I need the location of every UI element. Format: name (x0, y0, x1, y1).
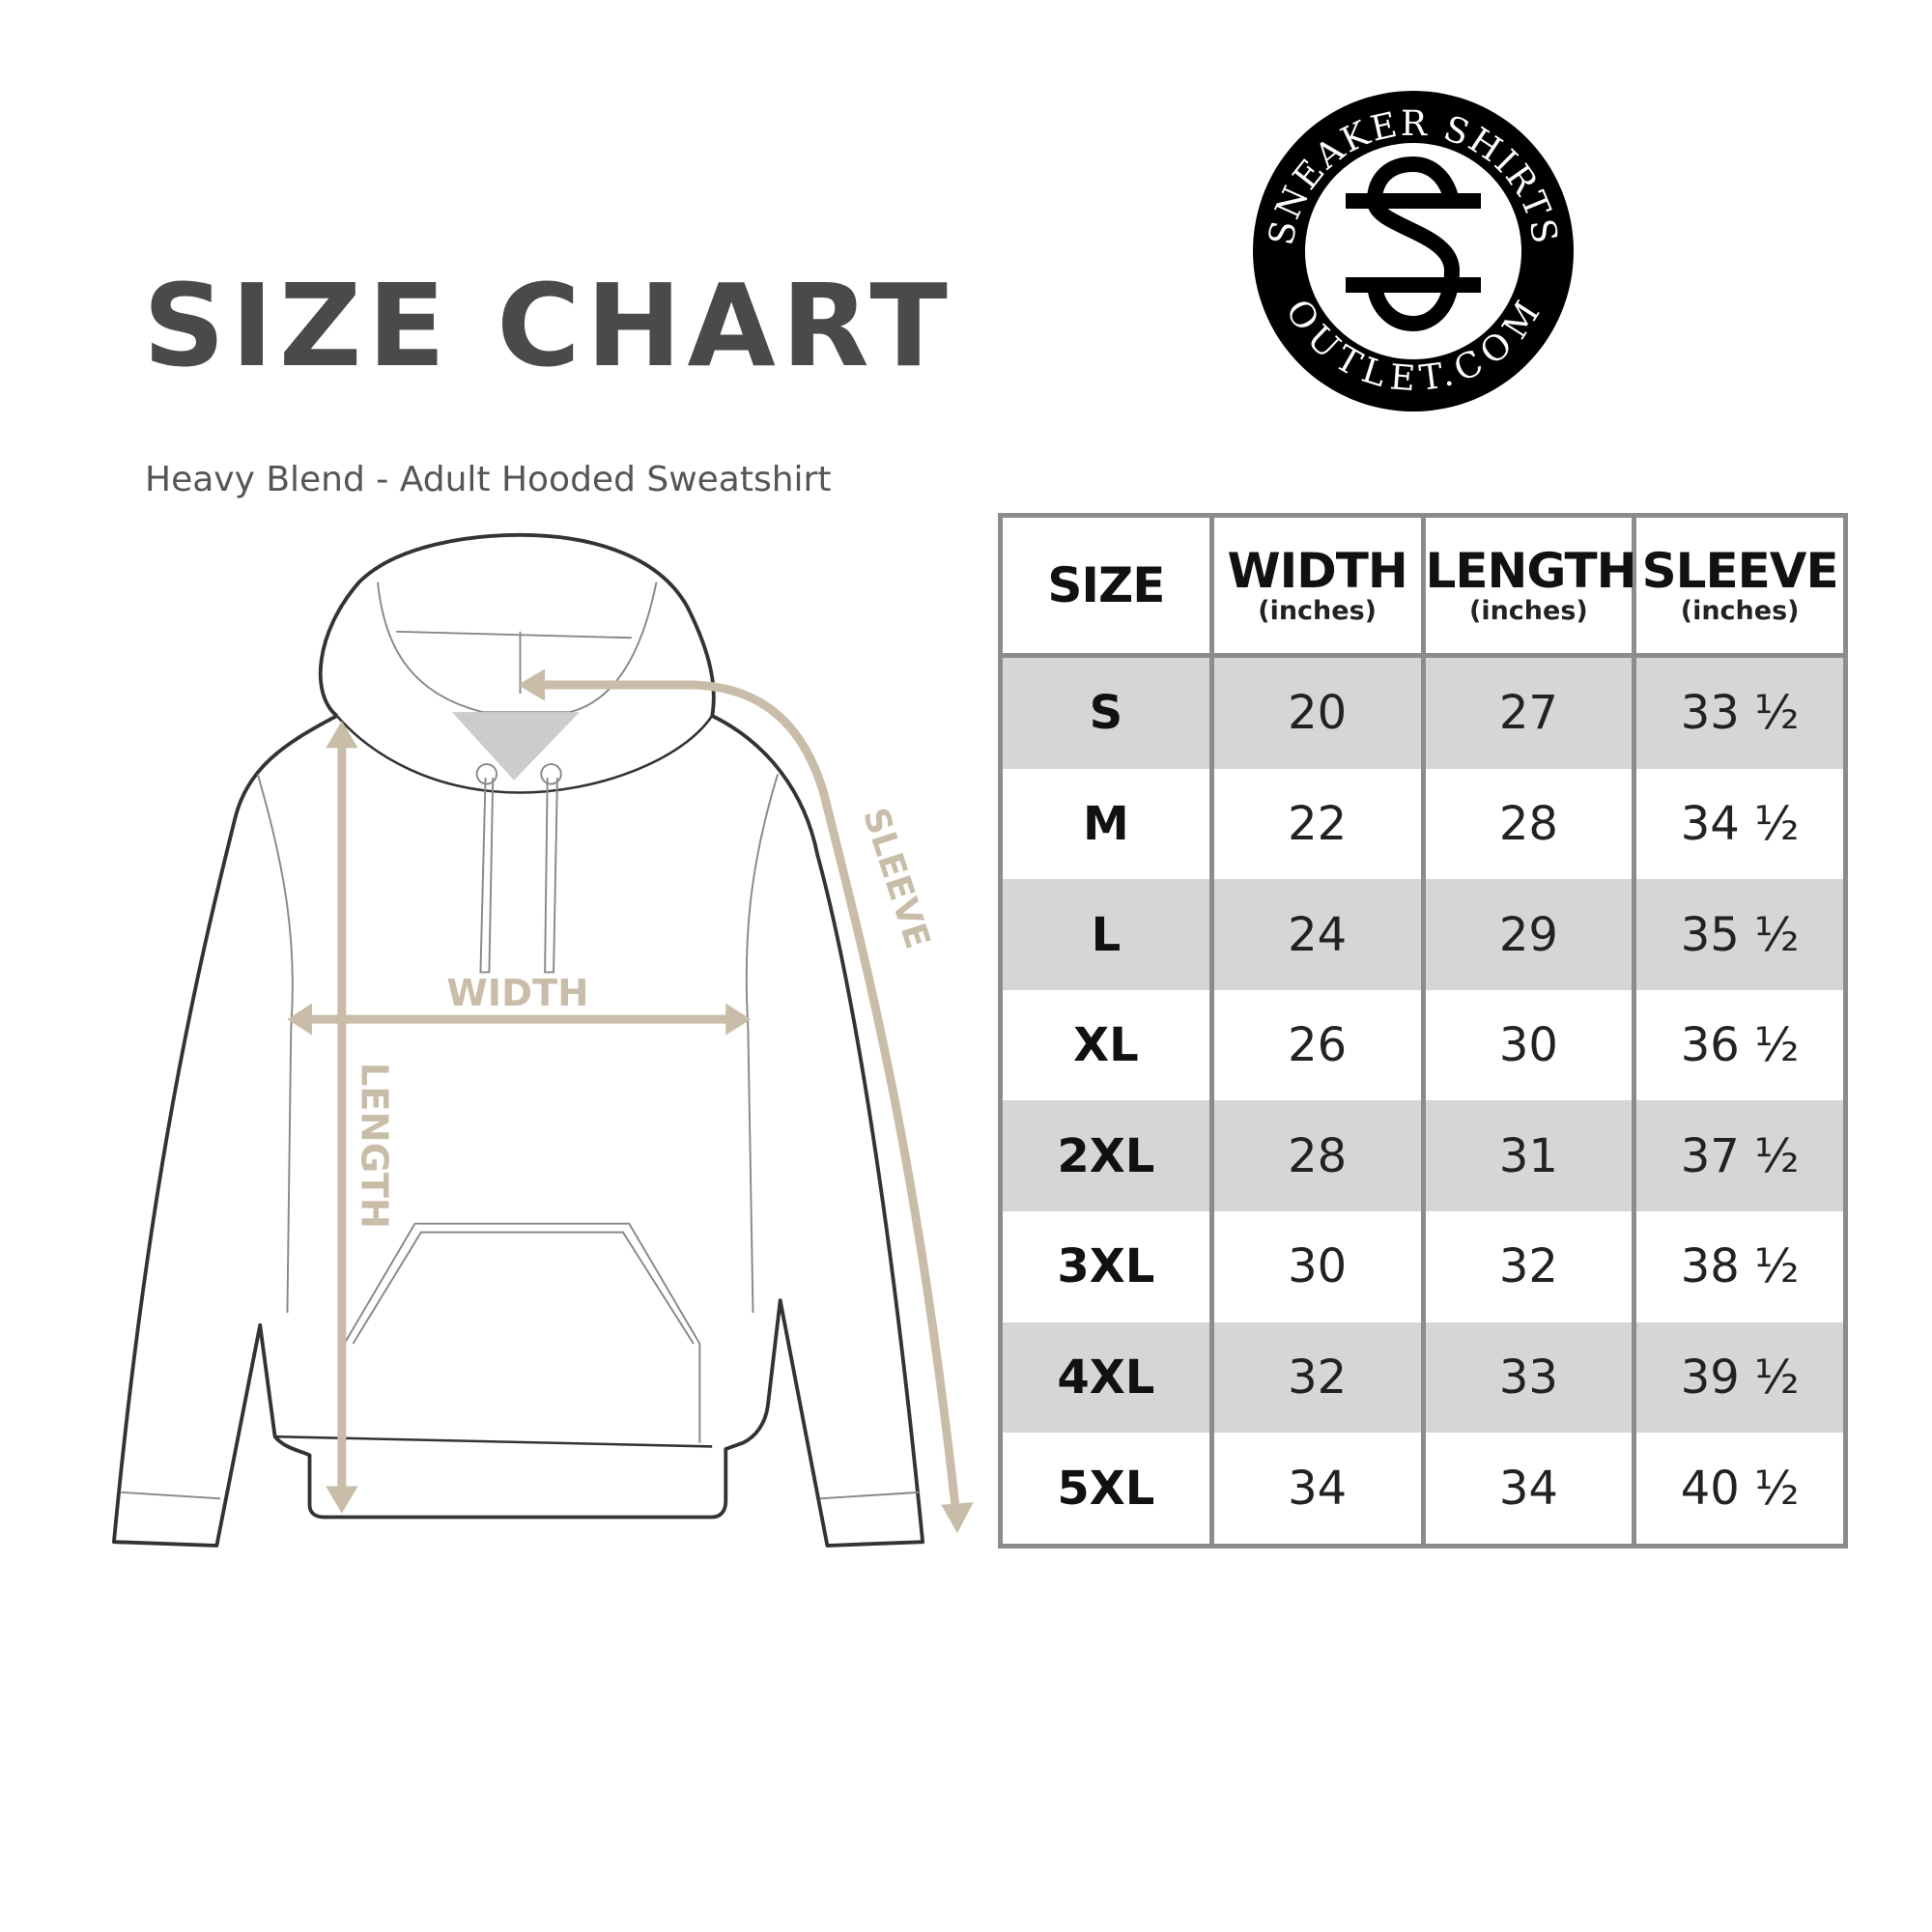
length-cell: 29 (1420, 879, 1637, 990)
col-header-size: SIZE (998, 513, 1214, 658)
width-cell: 20 (1208, 655, 1426, 769)
length-cell: 32 (1420, 1211, 1637, 1322)
sleeve-cell: 37 ½ (1632, 1100, 1848, 1212)
length-cell: 28 (1420, 768, 1637, 880)
table-row: 5XL 34 34 40 ½ (998, 1433, 1848, 1547)
table-row: S 20 27 33 ½ (998, 655, 1848, 769)
size-cell: S (998, 655, 1214, 769)
size-cell: M (998, 768, 1214, 880)
width-cell: 22 (1208, 768, 1426, 880)
col-header-sleeve: SLEEVE (inches) (1632, 513, 1848, 658)
monogram-icon (1346, 156, 1481, 332)
size-cell: 3XL (998, 1211, 1214, 1322)
length-cell: 33 (1420, 1321, 1637, 1434)
width-cell: 30 (1208, 1211, 1426, 1322)
hood-inner-shading (451, 712, 580, 781)
table-header-row: SIZE WIDTH (inches) LENGTH (inches) SLEEVE… (998, 513, 1848, 658)
table-row: L 24 29 35 ½ (998, 879, 1848, 990)
sleeve-cell: 33 ½ (1632, 655, 1848, 769)
width-cell: 28 (1208, 1100, 1426, 1212)
table-row: 4XL 32 33 39 ½ (998, 1321, 1848, 1434)
size-cell: 2XL (998, 1100, 1214, 1212)
table-row: 3XL 30 32 38 ½ (998, 1211, 1848, 1322)
sleeve-label: SLEEVE (855, 804, 937, 953)
sleeve-cell: 39 ½ (1632, 1321, 1848, 1434)
length-cell: 34 (1420, 1433, 1637, 1547)
measurement-arrows (287, 668, 974, 1534)
width-cell: 24 (1208, 879, 1426, 990)
size-cell: 5XL (998, 1433, 1214, 1547)
size-cell: 4XL (998, 1321, 1214, 1434)
col-header-length: LENGTH (inches) (1420, 513, 1636, 658)
size-cell: XL (998, 989, 1214, 1101)
sleeve-arrow (532, 680, 961, 1515)
size-table: SIZE WIDTH (inches) LENGTH (inches) SLEEVE… (998, 513, 1848, 1548)
length-cell: 27 (1420, 655, 1637, 769)
length-label: LENGTH (352, 1063, 395, 1229)
sleeve-cell: 38 ½ (1632, 1211, 1848, 1322)
product-subtitle: Heavy Blend - Adult Hooded Sweatshirt (145, 460, 832, 499)
width-cell: 34 (1208, 1433, 1426, 1547)
length-cell: 31 (1420, 1100, 1637, 1212)
sleeve-cell: 36 ½ (1632, 989, 1848, 1101)
hoodie-outline (112, 532, 925, 1548)
page-title: SIZE CHART (143, 259, 953, 392)
sleeve-cell: 40 ½ (1632, 1433, 1848, 1547)
table-row: M 22 28 34 ½ (998, 768, 1848, 880)
size-cell: L (998, 879, 1214, 990)
width-cell: 32 (1208, 1321, 1426, 1434)
table-row: XL 26 30 36 ½ (998, 989, 1848, 1101)
length-cell: 30 (1420, 989, 1637, 1101)
sleeve-cell: 35 ½ (1632, 879, 1848, 990)
col-header-width: WIDTH (inches) (1208, 513, 1426, 658)
width-label: WIDTH (446, 972, 588, 1015)
table-row: 2XL 28 31 37 ½ (998, 1100, 1848, 1212)
sleeve-cell: 34 ½ (1632, 768, 1848, 880)
brand-logo: SNEAKER SHIRTS OUTLET.COM (1253, 91, 1574, 412)
width-cell: 26 (1208, 989, 1426, 1101)
